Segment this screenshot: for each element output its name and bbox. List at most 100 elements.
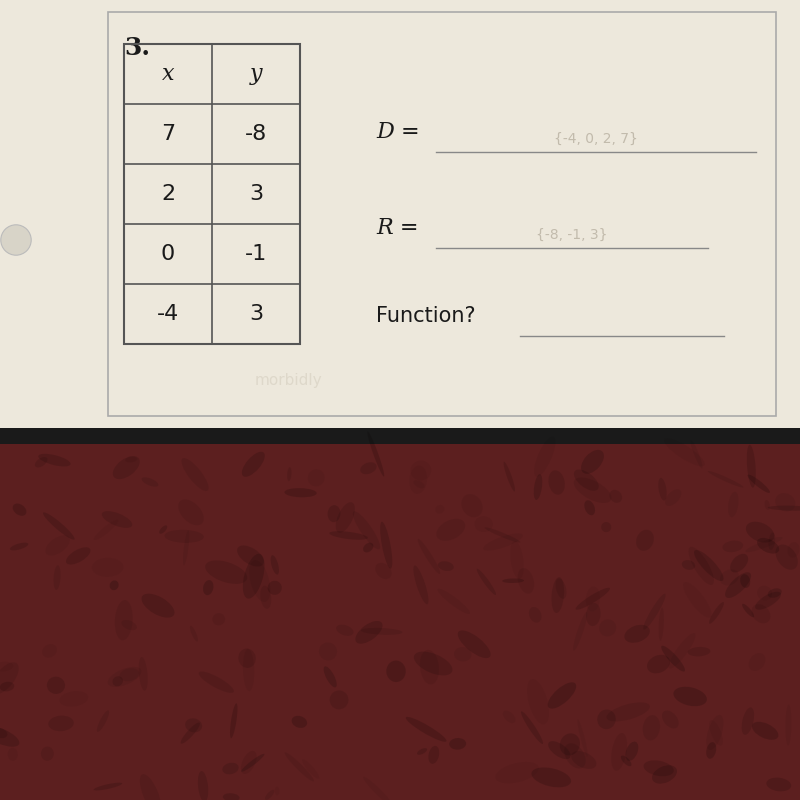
Ellipse shape bbox=[198, 771, 208, 800]
Ellipse shape bbox=[752, 722, 778, 740]
Ellipse shape bbox=[601, 522, 611, 532]
Bar bbox=[0, 428, 800, 452]
Ellipse shape bbox=[66, 547, 90, 565]
Text: D =: D = bbox=[376, 121, 420, 143]
Ellipse shape bbox=[142, 478, 158, 486]
Ellipse shape bbox=[606, 702, 650, 722]
Ellipse shape bbox=[665, 490, 682, 506]
Ellipse shape bbox=[420, 650, 439, 685]
Text: Function?: Function? bbox=[376, 306, 476, 326]
Ellipse shape bbox=[212, 613, 225, 626]
Ellipse shape bbox=[503, 710, 515, 723]
Ellipse shape bbox=[287, 467, 291, 481]
Ellipse shape bbox=[710, 720, 723, 746]
Ellipse shape bbox=[647, 654, 670, 674]
Text: -8: -8 bbox=[245, 124, 267, 144]
Ellipse shape bbox=[406, 717, 446, 742]
Ellipse shape bbox=[38, 454, 70, 466]
Ellipse shape bbox=[454, 647, 471, 662]
Text: -1: -1 bbox=[245, 244, 267, 264]
Ellipse shape bbox=[230, 703, 238, 738]
Ellipse shape bbox=[159, 526, 167, 534]
Ellipse shape bbox=[769, 533, 775, 550]
Ellipse shape bbox=[319, 642, 337, 661]
Ellipse shape bbox=[43, 512, 74, 540]
Ellipse shape bbox=[140, 774, 161, 800]
Ellipse shape bbox=[94, 782, 122, 790]
Ellipse shape bbox=[285, 752, 314, 782]
Ellipse shape bbox=[54, 566, 61, 590]
Ellipse shape bbox=[126, 457, 137, 462]
Ellipse shape bbox=[624, 625, 650, 642]
Ellipse shape bbox=[483, 534, 523, 550]
Ellipse shape bbox=[485, 527, 520, 542]
Ellipse shape bbox=[746, 445, 756, 488]
Ellipse shape bbox=[787, 542, 799, 558]
Ellipse shape bbox=[119, 668, 139, 681]
Text: -4: -4 bbox=[157, 304, 179, 324]
Ellipse shape bbox=[13, 503, 26, 516]
Ellipse shape bbox=[223, 794, 239, 800]
Ellipse shape bbox=[10, 542, 28, 550]
Ellipse shape bbox=[765, 500, 770, 510]
Ellipse shape bbox=[48, 715, 74, 731]
Text: 0: 0 bbox=[161, 244, 175, 264]
Ellipse shape bbox=[1, 225, 31, 255]
Ellipse shape bbox=[574, 470, 598, 491]
Ellipse shape bbox=[428, 746, 439, 764]
Ellipse shape bbox=[414, 651, 453, 675]
Ellipse shape bbox=[534, 437, 555, 477]
Ellipse shape bbox=[584, 500, 595, 515]
Ellipse shape bbox=[694, 550, 723, 581]
Ellipse shape bbox=[292, 716, 307, 728]
Ellipse shape bbox=[555, 578, 566, 599]
Ellipse shape bbox=[621, 755, 631, 766]
Ellipse shape bbox=[757, 586, 772, 601]
Ellipse shape bbox=[243, 554, 265, 598]
Ellipse shape bbox=[414, 566, 429, 604]
Ellipse shape bbox=[438, 562, 454, 571]
Ellipse shape bbox=[182, 458, 209, 491]
Ellipse shape bbox=[611, 733, 627, 770]
Ellipse shape bbox=[122, 620, 137, 630]
Ellipse shape bbox=[363, 777, 393, 800]
Ellipse shape bbox=[586, 603, 601, 626]
Ellipse shape bbox=[330, 531, 368, 540]
Ellipse shape bbox=[363, 542, 374, 553]
Ellipse shape bbox=[265, 790, 274, 800]
Ellipse shape bbox=[250, 560, 270, 602]
Ellipse shape bbox=[0, 726, 19, 746]
Ellipse shape bbox=[636, 530, 654, 551]
Ellipse shape bbox=[531, 767, 571, 787]
Text: 3: 3 bbox=[249, 304, 263, 324]
Ellipse shape bbox=[551, 577, 564, 613]
Ellipse shape bbox=[142, 594, 174, 618]
Ellipse shape bbox=[449, 738, 466, 750]
Bar bbox=[0, 444, 800, 800]
Ellipse shape bbox=[190, 626, 198, 642]
Ellipse shape bbox=[548, 682, 576, 709]
Ellipse shape bbox=[113, 456, 140, 479]
Ellipse shape bbox=[521, 711, 543, 744]
Text: morbidly: morbidly bbox=[254, 373, 322, 387]
Ellipse shape bbox=[386, 661, 406, 682]
Ellipse shape bbox=[458, 630, 490, 658]
Text: {-8, -1, 3}: {-8, -1, 3} bbox=[536, 227, 608, 242]
Ellipse shape bbox=[238, 649, 256, 668]
Ellipse shape bbox=[138, 657, 148, 690]
Ellipse shape bbox=[573, 612, 587, 650]
Ellipse shape bbox=[560, 734, 580, 755]
Ellipse shape bbox=[571, 751, 596, 769]
Ellipse shape bbox=[757, 538, 779, 554]
Ellipse shape bbox=[626, 742, 638, 761]
Ellipse shape bbox=[268, 581, 282, 595]
Ellipse shape bbox=[367, 431, 384, 477]
Bar bbox=[124, 44, 300, 344]
Ellipse shape bbox=[436, 519, 466, 541]
Ellipse shape bbox=[581, 450, 604, 474]
Ellipse shape bbox=[114, 600, 133, 640]
Ellipse shape bbox=[662, 710, 678, 729]
Ellipse shape bbox=[518, 568, 534, 594]
Ellipse shape bbox=[658, 607, 664, 641]
Ellipse shape bbox=[417, 748, 427, 755]
